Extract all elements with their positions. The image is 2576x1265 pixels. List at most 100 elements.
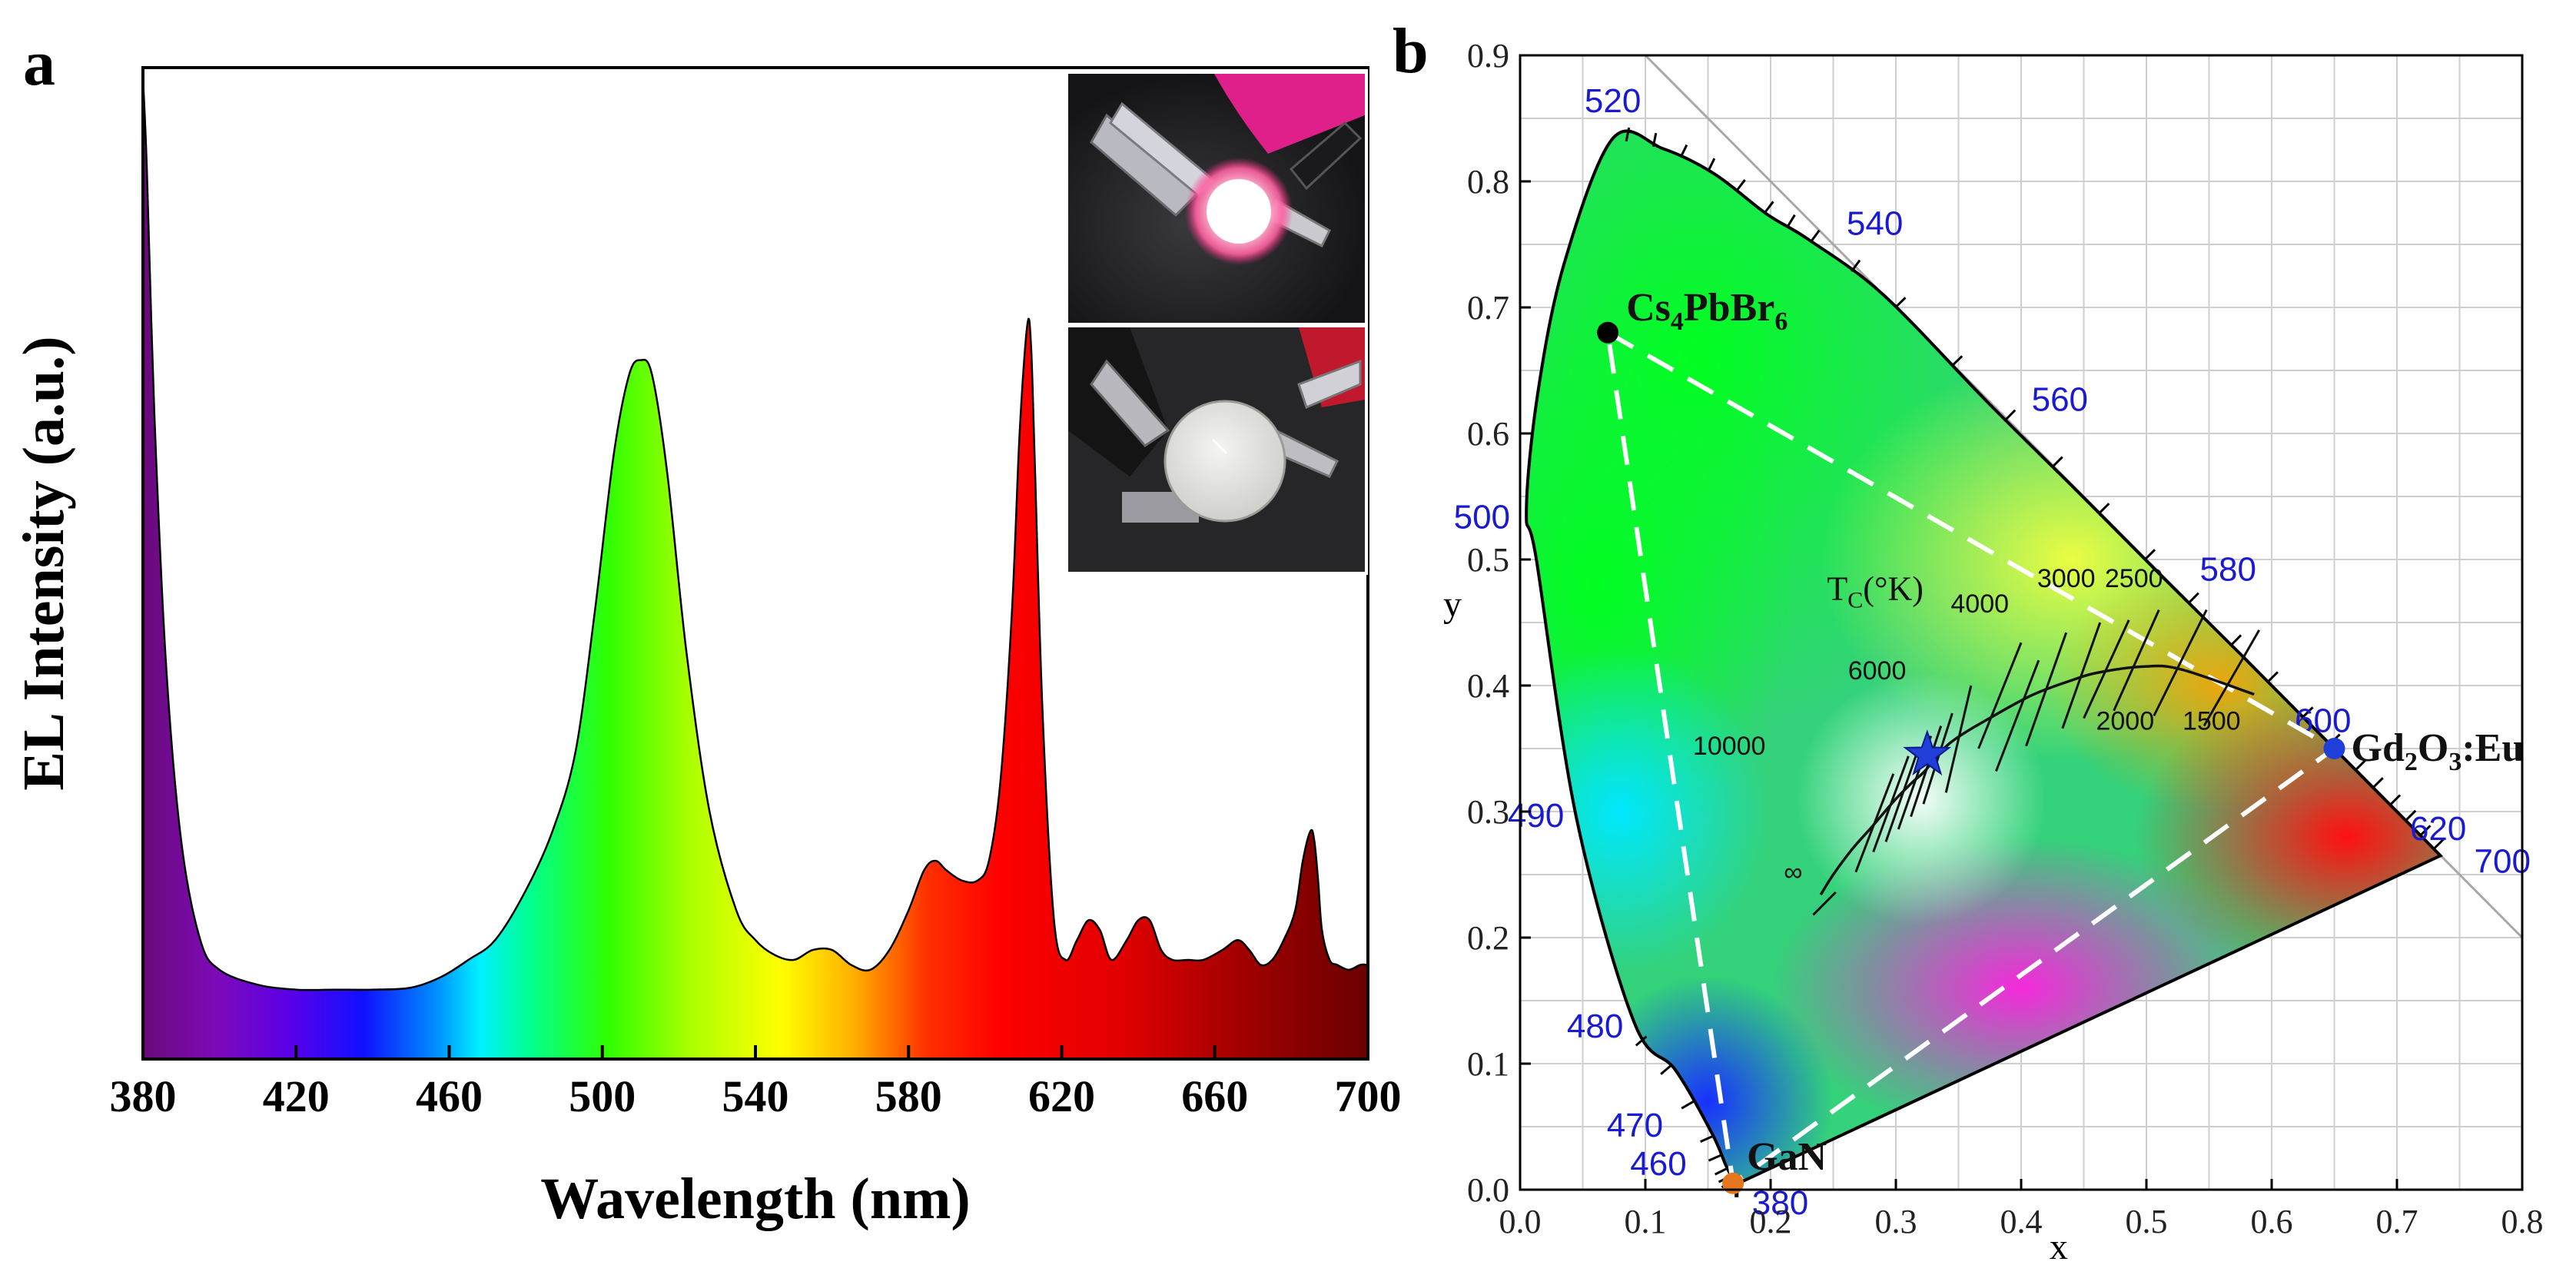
locus-tick	[2051, 456, 2063, 468]
locus-tick	[2355, 759, 2367, 771]
b-x-tick-label-0.4: 0.4	[2000, 1203, 2043, 1240]
white-region	[1795, 672, 2047, 925]
panel-a-letter: a	[23, 28, 55, 99]
isotemperature-lines	[1812, 609, 2261, 916]
b-y-tick-label-0.0: 0.0	[1467, 1171, 1509, 1209]
b-y-tick-label-0.6: 0.6	[1467, 415, 1509, 453]
tc-title: TC(°K)	[1827, 569, 1924, 613]
b-x-tick-label-0.5: 0.5	[2126, 1203, 2168, 1240]
x-tick-label-380: 380	[110, 1071, 177, 1121]
cs-main: Cs	[1626, 286, 1671, 330]
iso-line-12	[2083, 619, 2130, 719]
cct-label-2500: 2500	[2105, 564, 2163, 593]
cct-labels: ∞ 10000 6000 4000 3000 2500 2000 1500	[1693, 564, 2241, 887]
svg-text:TC(°K): TC(°K)	[1827, 569, 1924, 613]
locus-tick	[1679, 144, 1688, 158]
photo-led-on	[1068, 74, 1365, 323]
iso-line-1	[1854, 773, 1895, 873]
b-y-tick-label-0.5: 0.5	[1467, 541, 1509, 579]
cct-label-2000: 2000	[2096, 706, 2154, 735]
panel-b-ticks: 0.0 0.1 0.2 0.3 0.4 0.5 0.6 0.7 0.8 0.0 0.1 0.2 0.3 0…	[1467, 37, 2544, 1240]
panel-b-x-axis-title: x	[2050, 1227, 2068, 1265]
b-y-tick-label-0.1: 0.1	[1467, 1045, 1509, 1083]
iso-line-2	[1872, 755, 1910, 852]
x-tick-label-420: 420	[263, 1071, 330, 1121]
gan-label: GaN	[1747, 1135, 1827, 1179]
cct-label-4000: 4000	[1950, 589, 2009, 619]
tc-title-rest: (°K)	[1863, 569, 1924, 607]
iso-line-15	[2203, 629, 2261, 727]
iso-line-6	[1922, 712, 1954, 805]
cct-label-10000: 10000	[1693, 732, 1766, 761]
point-star-led	[1903, 729, 1952, 775]
x-tick-label-460: 460	[416, 1071, 483, 1121]
svg-text:Gd2O3:Eu: Gd2O3:Eu	[2352, 726, 2525, 776]
panel-b: b 52054056058060062070050049048047046038…	[1393, 15, 2544, 1265]
iso-line-5	[1910, 725, 1943, 818]
gamut-triangle	[1605, 328, 2339, 1188]
b-x-tick-label-0.3: 0.3	[1875, 1203, 1917, 1240]
locus-tick	[2144, 549, 2156, 560]
cs-mid: PbBr	[1684, 286, 1774, 330]
locus-tick	[2230, 634, 2242, 646]
tc-title-sub: C	[1847, 587, 1863, 613]
photo-led-off	[1068, 327, 1365, 572]
planckian-locus	[1819, 664, 2255, 896]
gd-mid: O	[2418, 726, 2448, 770]
locus-tick	[2004, 409, 2017, 421]
locus-tick	[1681, 1100, 1695, 1110]
panel-b-y-axis-title: y	[1443, 584, 1462, 625]
x-tick-label-620: 620	[1028, 1071, 1095, 1121]
locus-tick	[1851, 259, 1861, 272]
b-x-tick-label-0.8: 0.8	[2501, 1203, 2544, 1240]
x-tick-label-580: 580	[875, 1071, 942, 1121]
spectrum-area	[143, 77, 1368, 1059]
iso-line-9	[1994, 659, 2040, 772]
gd-main: Gd	[2352, 726, 2405, 770]
b-y-tick-label-0.4: 0.4	[1467, 667, 1509, 705]
chromaticity-points	[1597, 321, 2345, 1194]
panel-b-letter: b	[1393, 15, 1429, 87]
wavelength-label-560: 560	[2032, 381, 2088, 419]
point-gd2o3eu	[2323, 738, 2345, 759]
b-y-tick-label-0.8: 0.8	[1467, 163, 1509, 201]
cs-sub-2: 6	[1774, 307, 1788, 336]
locus-tick	[1951, 355, 1964, 367]
wavelength-label-520: 520	[1585, 82, 1641, 120]
x-tick-label-500: 500	[569, 1071, 636, 1121]
tc-title-main: T	[1827, 569, 1847, 607]
locus-tick	[1708, 1154, 1722, 1162]
locus-tick	[1707, 158, 1716, 172]
locus-tick	[2267, 671, 2279, 683]
locus-tick	[1786, 214, 1796, 227]
wavelength-label-470: 470	[1607, 1107, 1663, 1144]
cct-label-6000: 6000	[1848, 656, 1907, 686]
wavelength-label-500: 500	[1454, 499, 1510, 536]
x-tick-label-660: 660	[1181, 1071, 1248, 1121]
wavelength-label-580: 580	[2200, 550, 2256, 588]
locus-tick	[1651, 132, 1658, 148]
cct-label-∞: ∞	[1784, 858, 1802, 887]
point-labels: Cs4PbBr6 Gd2O3:Eu GaN	[1626, 286, 2524, 1179]
locus-tick	[1700, 1134, 1714, 1143]
b-y-tick-label-0.2: 0.2	[1467, 919, 1509, 957]
iso-line-14	[2153, 609, 2208, 717]
b-x-tick-label-0.1: 0.1	[1625, 1203, 1667, 1240]
iso-line-10	[2025, 632, 2068, 747]
x-tick-label-540: 540	[722, 1071, 789, 1121]
red-region	[2133, 686, 2441, 988]
wavelength-label-460: 460	[1630, 1145, 1686, 1183]
locus-tick	[1735, 179, 1746, 192]
point-cs4pbbr6	[1597, 321, 1619, 344]
b-y-tick-label-0.3: 0.3	[1467, 793, 1509, 831]
locus-tick	[1625, 127, 1631, 142]
b-x-tick-label-0.6: 0.6	[2251, 1203, 2293, 1240]
locus-tick	[1660, 1064, 1672, 1075]
spectral-locus	[1525, 129, 2444, 1186]
locus-tick	[1635, 1035, 1648, 1047]
panel-a-x-ticks: 380 420 460 500 540 580 620 660 700	[110, 1045, 1402, 1121]
iso-line-0	[1812, 891, 1837, 916]
point-gan	[1722, 1172, 1744, 1194]
locus-tick	[2432, 838, 2445, 850]
x-tick-label-700: 700	[1335, 1071, 1402, 1121]
